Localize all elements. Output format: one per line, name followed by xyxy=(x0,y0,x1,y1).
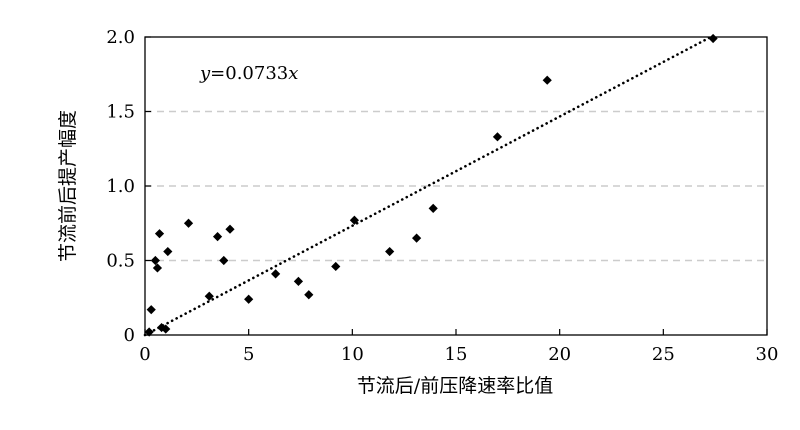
equation-rhs: x xyxy=(288,63,298,84)
equation-slope: =0.0733 xyxy=(210,63,288,84)
y-axis-ticks: 0 0.5 1.0 1.5 2.0 xyxy=(106,27,151,346)
data-point-17 xyxy=(331,261,341,272)
y-tick-label-0: 0 xyxy=(124,325,135,346)
data-point-14 xyxy=(271,269,281,279)
data-point-24 xyxy=(708,33,718,44)
x-tick-label-3: 15 xyxy=(445,344,468,365)
x-tick-label-6: 30 xyxy=(756,344,779,365)
y-tick-label-4: 2.0 xyxy=(106,27,135,48)
data-point-19 xyxy=(385,246,395,257)
x-tick-label-1: 5 xyxy=(243,344,254,365)
trendline xyxy=(143,34,715,337)
data-point-2 xyxy=(150,255,160,266)
data-point-13 xyxy=(244,294,254,304)
data-point-8 xyxy=(183,218,194,228)
data-point-9 xyxy=(204,291,214,301)
data-point-16 xyxy=(304,290,314,300)
x-axis-ticks: 0 5 10 15 20 25 30 xyxy=(139,329,778,365)
x-tick-label-0: 0 xyxy=(139,344,150,365)
data-point-1 xyxy=(146,305,156,315)
data-point-22 xyxy=(492,132,503,142)
y-tick-label-3: 1.5 xyxy=(106,102,135,123)
data-point-21 xyxy=(428,203,438,213)
x-tick-label-5: 25 xyxy=(652,344,675,365)
y-axis-title: 节流前后提产幅度 xyxy=(57,110,79,262)
x-axis-title: 节流后/前压降速率比值 xyxy=(357,375,553,397)
data-point-3 xyxy=(152,263,163,273)
x-tick-label-4: 20 xyxy=(548,344,571,365)
data-point-6 xyxy=(161,324,171,334)
trendline-equation: y=0.0733x xyxy=(199,63,298,84)
data-point-5 xyxy=(156,322,167,333)
equation-lhs: y xyxy=(199,63,211,84)
data-point-12 xyxy=(225,224,235,234)
data-point-0 xyxy=(144,327,154,337)
y-tick-label-1: 0.5 xyxy=(106,251,135,272)
data-point-7 xyxy=(163,246,173,257)
data-point-18 xyxy=(349,215,360,225)
data-points xyxy=(144,33,718,337)
data-point-23 xyxy=(542,75,552,85)
data-point-15 xyxy=(293,276,304,286)
y-tick-label-2: 1.0 xyxy=(106,176,135,197)
data-point-10 xyxy=(212,232,223,242)
gridlines xyxy=(145,110,767,262)
data-point-4 xyxy=(154,229,165,239)
data-point-11 xyxy=(219,255,229,266)
x-tick-label-2: 10 xyxy=(341,344,364,365)
data-point-20 xyxy=(412,233,422,243)
